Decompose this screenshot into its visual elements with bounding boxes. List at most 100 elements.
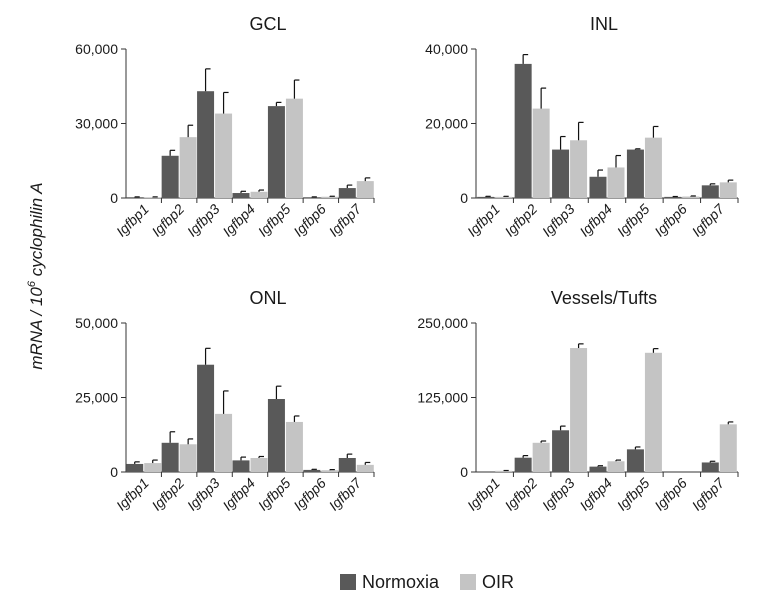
bar-normoxia-igfbp1 xyxy=(126,463,144,472)
bar-oir-igfbp2 xyxy=(179,137,197,198)
category-label-igfbp1: Igfbp1 xyxy=(464,475,503,514)
category-label-igfbp4: Igfbp4 xyxy=(576,201,615,240)
chart-panel-1: GCL 0 30,000 60,000 Igfbp1Igfbp2Igfbp3Igfbp4… xyxy=(75,14,375,240)
category-label-igfbp2: Igfbp2 xyxy=(148,475,187,514)
bar-normoxia-igfbp5 xyxy=(626,149,644,198)
bar-oir-igfbp5 xyxy=(285,421,303,472)
category-label-igfbp1: Igfbp1 xyxy=(113,475,152,514)
category-label-igfbp4: Igfbp4 xyxy=(576,475,615,514)
y-tick-label: 30,000 xyxy=(75,116,118,132)
bar-oir-igfbp1 xyxy=(144,463,162,472)
bar-oir-igfbp1 xyxy=(495,470,513,472)
y-tick-label: 50,000 xyxy=(75,315,118,331)
bar-normoxia-igfbp2 xyxy=(161,155,179,198)
bar-oir-igfbp4 xyxy=(607,167,625,198)
category-label-igfbp2: Igfbp2 xyxy=(501,201,540,240)
category-label-igfbp7: Igfbp7 xyxy=(689,474,729,514)
bar-oir-igfbp5 xyxy=(285,98,303,198)
legend-swatch-normoxia xyxy=(340,574,356,590)
y-tick-label: 125,000 xyxy=(417,390,468,406)
bar-normoxia-igfbp7 xyxy=(701,185,719,198)
bar-oir-igfbp1 xyxy=(144,197,162,199)
bar-normoxia-igfbp1 xyxy=(477,196,495,198)
chart-panels: GCL030,00060,000Igfbp1Igfbp2Igfbp3Igfbp4… xyxy=(75,14,739,514)
bar-normoxia-igfbp3 xyxy=(552,149,570,198)
category-label-igfbp5: Igfbp5 xyxy=(614,201,653,240)
y-tick-label: 250,000 xyxy=(417,315,468,331)
bar-oir-igfbp7 xyxy=(356,181,374,198)
bar-oir-igfbp4 xyxy=(607,461,625,472)
bar-normoxia-igfbp2 xyxy=(514,457,532,472)
y-axis-label-superscript: 6 xyxy=(26,280,38,287)
legend-swatch-oir xyxy=(460,574,476,590)
legend: Normoxia OIR xyxy=(340,572,514,592)
bar-normoxia-igfbp4 xyxy=(589,466,607,472)
category-label-igfbp7: Igfbp7 xyxy=(689,200,729,240)
bar-oir-igfbp5 xyxy=(644,352,662,472)
category-label-igfbp6: Igfbp6 xyxy=(651,475,690,514)
panel-title: ONL xyxy=(249,288,286,308)
bar-oir-igfbp2 xyxy=(532,442,550,472)
bar-oir-igfbp7 xyxy=(356,464,374,472)
category-label-igfbp4: Igfbp4 xyxy=(219,201,258,240)
category-label-igfbp3: Igfbp3 xyxy=(539,201,578,240)
category-label-igfbp1: Igfbp1 xyxy=(113,201,152,240)
category-label-igfbp6: Igfbp6 xyxy=(290,475,329,514)
bar-normoxia-igfbp6 xyxy=(303,197,321,199)
bar-oir-igfbp2 xyxy=(179,444,197,472)
bar-normoxia-igfbp3 xyxy=(197,364,215,472)
bar-normoxia-igfbp6 xyxy=(303,469,321,472)
bar-oir-igfbp3 xyxy=(570,348,588,472)
y-tick-label: 20,000 xyxy=(425,116,468,132)
category-label-igfbp2: Igfbp2 xyxy=(148,201,187,240)
bar-oir-igfbp3 xyxy=(215,413,233,472)
bar-normoxia-igfbp2 xyxy=(161,442,179,472)
category-label-igfbp2: Igfbp2 xyxy=(501,475,540,514)
chart-panel-2: INL 0 20,000 40,000 Igfbp1Igfbp2Igfbp3Igfbp4… xyxy=(425,14,739,240)
bar-normoxia-igfbp6 xyxy=(664,196,682,198)
category-label-igfbp5: Igfbp5 xyxy=(255,201,294,240)
bar-oir-igfbp7 xyxy=(719,424,737,472)
bar-oir-igfbp4 xyxy=(250,191,268,198)
panel-title: Vessels/Tufts xyxy=(551,288,657,308)
bar-normoxia-igfbp3 xyxy=(197,91,215,198)
legend-label-oir: OIR xyxy=(482,572,514,592)
bar-oir-igfbp1 xyxy=(495,196,513,198)
bar-oir-igfbp7 xyxy=(719,182,737,198)
bar-normoxia-igfbp5 xyxy=(267,398,285,472)
bar-oir-igfbp3 xyxy=(570,140,588,198)
y-tick-label: 0 xyxy=(110,190,118,206)
y-tick-label: 0 xyxy=(110,464,118,480)
category-label-igfbp7: Igfbp7 xyxy=(326,474,366,514)
bar-normoxia-igfbp7 xyxy=(338,457,356,472)
category-label-igfbp5: Igfbp5 xyxy=(614,475,653,514)
panel-title: INL xyxy=(590,14,618,34)
bar-normoxia-igfbp2 xyxy=(514,63,532,199)
y-tick-label: 0 xyxy=(460,190,468,206)
bar-normoxia-igfbp3 xyxy=(552,430,570,472)
bar-normoxia-igfbp7 xyxy=(338,188,356,198)
category-label-igfbp3: Igfbp3 xyxy=(539,475,578,514)
bar-normoxia-igfbp4 xyxy=(232,460,250,472)
bar-oir-igfbp3 xyxy=(215,113,233,198)
category-label-igfbp6: Igfbp6 xyxy=(290,201,329,240)
category-label-igfbp1: Igfbp1 xyxy=(464,201,503,240)
y-tick-label: 60,000 xyxy=(75,41,118,57)
bar-normoxia-igfbp4 xyxy=(232,193,250,198)
y-axis-label: mRNA / 106 cyclophilin A xyxy=(26,182,46,369)
bar-normoxia-igfbp4 xyxy=(589,176,607,198)
category-label-igfbp7: Igfbp7 xyxy=(326,200,366,240)
category-label-igfbp5: Igfbp5 xyxy=(255,475,294,514)
y-tick-label: 25,000 xyxy=(75,390,118,406)
category-label-igfbp3: Igfbp3 xyxy=(184,201,223,240)
chart-panel-3: ONL 0 25,000 50,000 Igfbp1Igfbp2Igfbp3Igfbp4… xyxy=(75,288,375,514)
y-tick-label: 0 xyxy=(460,464,468,480)
category-label-igfbp4: Igfbp4 xyxy=(219,475,258,514)
y-tick-label: 40,000 xyxy=(425,41,468,57)
chart-panel-4: Vessels/Tufts 0 125,000 250,000 Igfbp1Igfbp2… xyxy=(417,288,739,514)
bar-normoxia-igfbp5 xyxy=(267,106,285,198)
category-label-igfbp6: Igfbp6 xyxy=(651,201,690,240)
bar-normoxia-igfbp5 xyxy=(626,449,644,472)
legend-label-normoxia: Normoxia xyxy=(362,572,440,592)
bar-oir-igfbp4 xyxy=(250,457,268,472)
